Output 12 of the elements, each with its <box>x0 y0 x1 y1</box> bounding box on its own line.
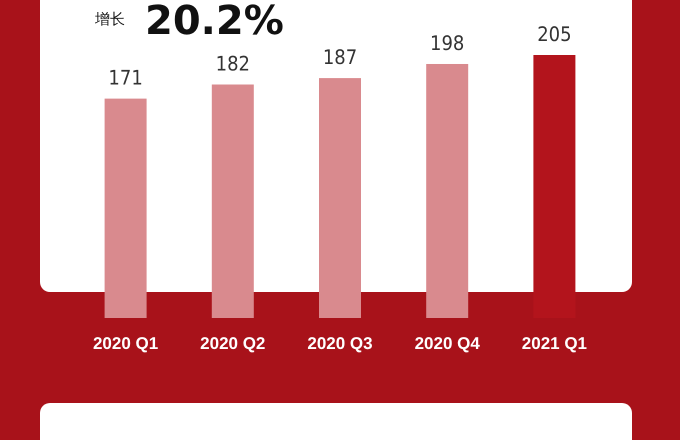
x-tick-label: 2020 Q4 <box>414 334 480 353</box>
text: 20.2% <box>145 0 284 44</box>
x-tick-label: 2020 Q2 <box>200 334 266 353</box>
data-label: 205 <box>537 22 572 46</box>
data-label: 198 <box>430 30 464 55</box>
x-tick-label: 2021 Q1 <box>522 334 588 353</box>
text: 增长 <box>94 10 125 28</box>
data-label: 187 <box>322 45 358 70</box>
x-tick-label: 2020 Q1 <box>92 334 158 353</box>
data-label: 182 <box>216 52 250 76</box>
data-label: 171 <box>108 66 143 90</box>
x-tick-label: 2020 Q3 <box>307 334 373 353</box>
